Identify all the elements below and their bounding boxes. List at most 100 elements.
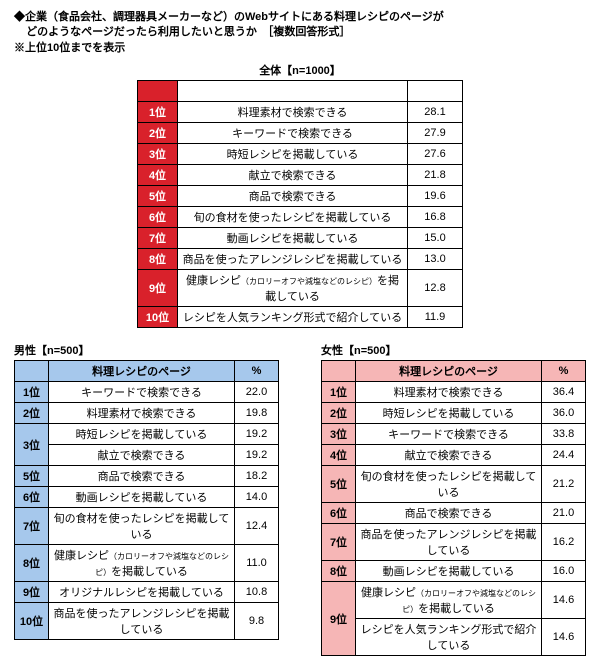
col-desc: 料理レシピのページ: [178, 81, 408, 102]
table-row: 3位キーワードで検索できる33.8: [322, 424, 586, 445]
rank-cell: 7位: [138, 228, 178, 249]
col-desc: 料理レシピのページ: [49, 361, 235, 382]
rank-cell: 10位: [15, 603, 49, 640]
pct-cell: 28.1: [408, 102, 463, 123]
table-row: 3位時短レシピを掲載している27.6: [138, 144, 463, 165]
pct-cell: 21.8: [408, 165, 463, 186]
rank-cell: 4位: [138, 165, 178, 186]
rank-cell: 3位: [15, 424, 49, 466]
heading-line3: ※上位10位までを表示: [14, 41, 586, 56]
pct-cell: 14.6: [542, 619, 586, 656]
desc-cell: 料理素材で検索できる: [356, 382, 542, 403]
rank-cell: 1位: [138, 102, 178, 123]
desc-cell: 献立で検索できる: [178, 165, 408, 186]
pct-cell: 12.8: [408, 270, 463, 307]
table-row: 9位健康レシピ（カロリーオフや減塩などのレシピ）を掲載している14.6: [322, 582, 586, 619]
heading-line1: ◆企業（食品会社、調理器具メーカーなど）のWebサイトにある料理レシピのページが: [14, 11, 444, 23]
table-row: レシピを人気ランキング形式で紹介している14.6: [322, 619, 586, 656]
rank-cell: 6位: [15, 487, 49, 508]
rank-cell: 10位: [138, 307, 178, 328]
table-row: 5位商品で検索できる19.6: [138, 186, 463, 207]
rank-cell: 7位: [15, 508, 49, 545]
desc-cell: キーワードで検索できる: [178, 123, 408, 144]
rank-cell: 3位: [322, 424, 356, 445]
female-table: 料理レシピのページ % 1位料理素材で検索できる36.42位時短レシピを掲載して…: [321, 360, 586, 656]
rank-cell: 2位: [138, 123, 178, 144]
pct-cell: 22.0: [235, 382, 279, 403]
rank-cell: 8位: [15, 545, 49, 582]
col-rank: [138, 81, 178, 102]
rank-cell: 5位: [15, 466, 49, 487]
table-row: 2位キーワードで検索できる27.9: [138, 123, 463, 144]
pct-cell: 19.2: [235, 445, 279, 466]
male-block: 男性【n=500】 料理レシピのページ % 1位キーワードで検索できる22.02…: [14, 342, 279, 656]
survey-heading: ◆企業（食品会社、調理器具メーカーなど）のWebサイトにある料理レシピのページが…: [14, 10, 586, 56]
rank-cell: 9位: [15, 582, 49, 603]
table-row: 6位旬の食材を使ったレシピを掲載している16.8: [138, 207, 463, 228]
desc-cell: 料理素材で検索できる: [178, 102, 408, 123]
pct-cell: 33.8: [542, 424, 586, 445]
female-caption: 女性【n=500】: [321, 342, 586, 358]
desc-cell: オリジナルレシピを掲載している: [49, 582, 235, 603]
desc-cell: 健康レシピ（カロリーオフや減塩などのレシピ）を掲載している: [178, 270, 408, 307]
table-row: 4位献立で検索できる24.4: [322, 445, 586, 466]
pct-cell: 24.4: [542, 445, 586, 466]
desc-cell: 商品で検索できる: [356, 503, 542, 524]
table-row: 7位動画レシピを掲載している15.0: [138, 228, 463, 249]
pct-cell: 10.8: [235, 582, 279, 603]
pct-cell: 21.2: [542, 466, 586, 503]
table-row: 6位商品で検索できる21.0: [322, 503, 586, 524]
table-row: 8位健康レシピ（カロリーオフや減塩などのレシピ）を掲載している11.0: [15, 545, 279, 582]
rank-cell: 9位: [322, 582, 356, 656]
pct-cell: 14.6: [542, 582, 586, 619]
col-rank: [322, 361, 356, 382]
col-desc: 料理レシピのページ: [356, 361, 542, 382]
desc-cell: 商品を使ったアレンジレシピを掲載している: [356, 524, 542, 561]
desc-cell: 健康レシピ（カロリーオフや減塩などのレシピ）を掲載している: [356, 582, 542, 619]
desc-cell: 旬の食材を使ったレシピを掲載している: [356, 466, 542, 503]
overall-caption: 全体【n=1000】: [14, 62, 586, 78]
desc-cell: レシピを人気ランキング形式で紹介している: [356, 619, 542, 656]
rank-cell: 8位: [322, 561, 356, 582]
pct-cell: 21.0: [542, 503, 586, 524]
desc-cell: 動画レシピを掲載している: [178, 228, 408, 249]
pct-cell: 9.8: [235, 603, 279, 640]
desc-cell: 時短レシピを掲載している: [356, 403, 542, 424]
table-row: 5位商品で検索できる18.2: [15, 466, 279, 487]
table-row: 6位動画レシピを掲載している14.0: [15, 487, 279, 508]
pct-cell: 19.8: [235, 403, 279, 424]
rank-cell: 3位: [138, 144, 178, 165]
table-row: 10位レシピを人気ランキング形式で紹介している11.9: [138, 307, 463, 328]
heading-line2: どのようなページだったら利用したいと思うか ［複数回答形式］: [14, 25, 586, 40]
rank-cell: 2位: [15, 403, 49, 424]
pct-cell: 27.6: [408, 144, 463, 165]
desc-cell: 健康レシピ（カロリーオフや減塩などのレシピ）を掲載している: [49, 545, 235, 582]
pct-cell: 16.8: [408, 207, 463, 228]
rank-cell: 6位: [138, 207, 178, 228]
table-row: 2位時短レシピを掲載している36.0: [322, 403, 586, 424]
col-pct: %: [235, 361, 279, 382]
pct-cell: 16.0: [542, 561, 586, 582]
desc-cell: 時短レシピを掲載している: [178, 144, 408, 165]
rank-cell: 9位: [138, 270, 178, 307]
rank-cell: 1位: [322, 382, 356, 403]
pct-cell: 14.0: [235, 487, 279, 508]
female-block: 女性【n=500】 料理レシピのページ % 1位料理素材で検索できる36.42位…: [321, 342, 586, 656]
table-row: 7位旬の食材を使ったレシピを掲載している12.4: [15, 508, 279, 545]
rank-cell: 4位: [322, 445, 356, 466]
rank-cell: 5位: [322, 466, 356, 503]
table-row: 8位商品を使ったアレンジレシピを掲載している13.0: [138, 249, 463, 270]
table-row: 9位オリジナルレシピを掲載している10.8: [15, 582, 279, 603]
table-row: 1位料理素材で検索できる36.4: [322, 382, 586, 403]
pct-cell: 36.4: [542, 382, 586, 403]
pct-cell: 13.0: [408, 249, 463, 270]
col-pct: %: [542, 361, 586, 382]
desc-cell: 動画レシピを掲載している: [49, 487, 235, 508]
rank-cell: 6位: [322, 503, 356, 524]
table-row: 7位商品を使ったアレンジレシピを掲載している16.2: [322, 524, 586, 561]
pct-cell: 15.0: [408, 228, 463, 249]
male-caption: 男性【n=500】: [14, 342, 279, 358]
pct-cell: 12.4: [235, 508, 279, 545]
overall-table: 料理レシピのページ % 1位料理素材で検索できる28.12位キーワードで検索でき…: [137, 80, 463, 328]
rank-cell: 8位: [138, 249, 178, 270]
